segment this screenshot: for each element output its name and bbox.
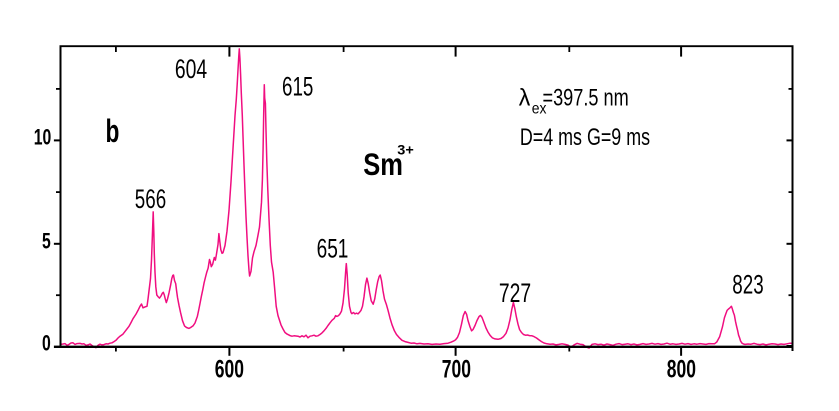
svg-text:604: 604 (175, 54, 207, 84)
svg-text:0: 0 (42, 331, 51, 356)
svg-text:600: 600 (215, 354, 244, 383)
svg-text:λ: λ (519, 84, 531, 111)
svg-text:3+: 3+ (397, 143, 414, 159)
svg-text:615: 615 (282, 71, 313, 101)
svg-text:727: 727 (499, 278, 531, 308)
svg-text:b: b (106, 113, 120, 149)
svg-text:=397.5 nm: =397.5 nm (543, 84, 629, 111)
svg-text:700: 700 (442, 354, 471, 383)
svg-text:823: 823 (732, 269, 763, 299)
svg-text:Sm: Sm (363, 147, 403, 182)
svg-text:10: 10 (34, 125, 52, 150)
svg-text:D=4 ms G=9 ms: D=4 ms G=9 ms (520, 125, 650, 151)
svg-text:566: 566 (135, 184, 166, 214)
svg-text:651: 651 (317, 233, 349, 263)
svg-text:ex: ex (532, 100, 547, 118)
svg-text:800: 800 (667, 354, 696, 383)
svg-text:5: 5 (42, 229, 51, 254)
